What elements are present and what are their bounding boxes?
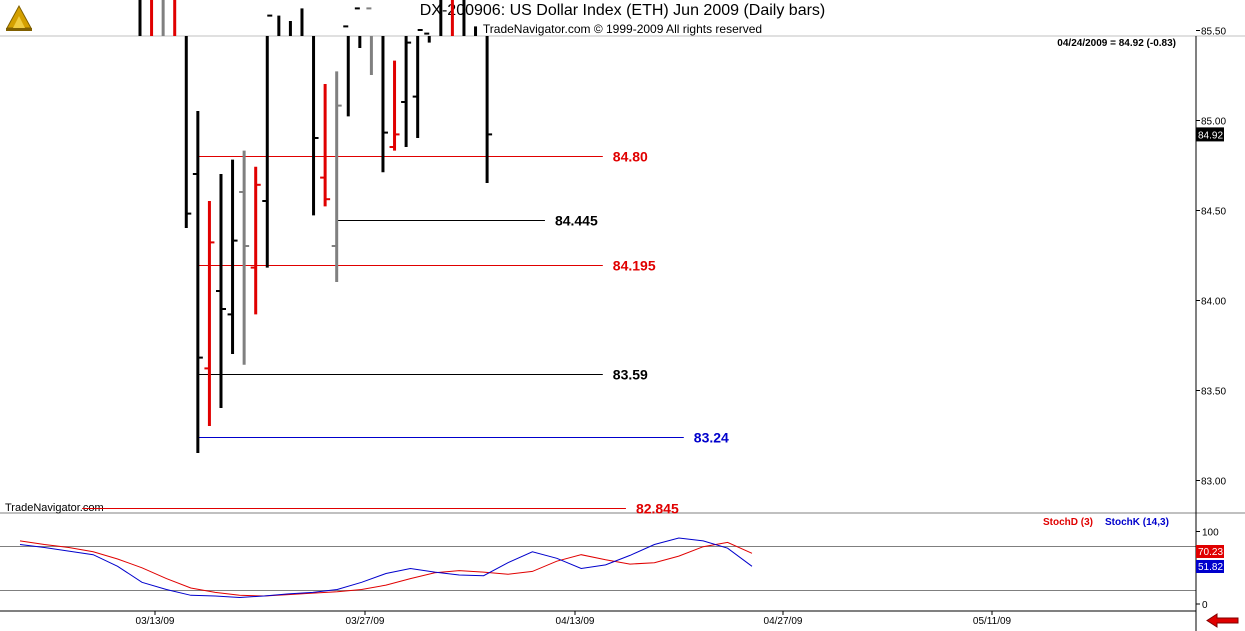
ohlc-bar <box>288 21 292 36</box>
ohlc-bar <box>277 15 281 36</box>
ohlc-bar <box>343 25 350 117</box>
stoch-y-tick-label: 100 <box>1202 528 1219 539</box>
stoch-series-line <box>19 537 753 599</box>
stoch-series-line <box>19 540 753 597</box>
x-tick-label: 03/13/09 <box>136 616 175 627</box>
y-tick-label: 85.00 <box>1201 117 1226 128</box>
stoch-last-box <box>1196 545 1224 558</box>
stoch-y-tick-label: 0 <box>1202 600 1208 611</box>
ohlc-bar <box>412 29 423 138</box>
x-tick-label: 04/13/09 <box>556 616 595 627</box>
ohlc-bar <box>300 8 304 36</box>
x-tick-label: 04/27/09 <box>764 616 803 627</box>
ohlc-bar <box>192 111 203 453</box>
ohlc-bar <box>239 150 250 365</box>
ohlc-bar <box>262 14 273 268</box>
stoch-last-label: 51.82 <box>1198 562 1223 573</box>
ohlc-bar <box>401 36 412 147</box>
trade-navigator-logo-icon <box>6 4 32 31</box>
ohlc-bar <box>161 0 165 36</box>
stoch-legend-d: StochD (3) <box>1043 517 1093 528</box>
back-arrow-icon[interactable] <box>1205 612 1241 629</box>
chart-title: DX-200906: US Dollar Index (ETH) Jun 200… <box>419 2 826 19</box>
y-tick-label: 85.50 <box>1201 27 1226 38</box>
ohlc-bar <box>366 7 373 75</box>
level-label: 82.845 <box>636 501 679 517</box>
ohlc-bar <box>312 36 319 216</box>
ohlc-bar <box>389 60 400 151</box>
ohlc-bar <box>474 26 478 36</box>
x-tick-label: 03/27/09 <box>346 616 385 627</box>
level-label: 83.24 <box>694 430 729 446</box>
y-tick-label: 84.00 <box>1201 297 1226 308</box>
ohlc-bar <box>320 84 331 207</box>
last-price-box <box>1196 127 1224 142</box>
copyright-notice: TradeNavigator.com © 1999-2009 All right… <box>482 22 763 36</box>
stoch-legend-k: StochK (14,3) <box>1105 517 1169 528</box>
ohlc-bar <box>381 36 388 173</box>
stoch-last-box <box>1196 560 1224 573</box>
ohlc-bar <box>227 159 238 354</box>
ohlc-bar <box>250 166 261 315</box>
y-tick-label: 83.00 <box>1201 477 1226 488</box>
ohlc-bar <box>138 0 142 36</box>
stoch-last-label: 70.23 <box>1198 547 1223 558</box>
level-label: 84.80 <box>613 149 648 165</box>
ohlc-bar <box>450 0 454 36</box>
ohlc-bar <box>439 0 443 36</box>
ohlc-bar <box>354 7 362 48</box>
y-tick-label: 84.50 <box>1201 207 1226 218</box>
level-label: 84.195 <box>613 258 656 274</box>
ohlc-bar <box>184 36 192 228</box>
ohlc-bar <box>215 174 226 408</box>
level-label: 84.445 <box>555 213 598 229</box>
ohlc-bar <box>462 0 466 36</box>
level-label: 83.59 <box>613 367 648 383</box>
ohlc-bar <box>150 0 154 36</box>
ohlc-bar <box>204 201 215 426</box>
ohlc-bar <box>485 36 493 183</box>
y-tick-label: 83.50 <box>1201 387 1226 398</box>
last-price-label: 84.92 <box>1198 130 1223 141</box>
price-readout: 04/24/2009 = 84.92 (-0.83) <box>1057 38 1176 49</box>
ohlc-bar <box>173 0 177 36</box>
x-tick-label: 05/11/09 <box>973 616 1012 627</box>
ohlc-bar <box>424 32 431 43</box>
ohlc-bar <box>331 71 342 282</box>
watermark-label: TradeNavigator.com <box>5 502 104 514</box>
